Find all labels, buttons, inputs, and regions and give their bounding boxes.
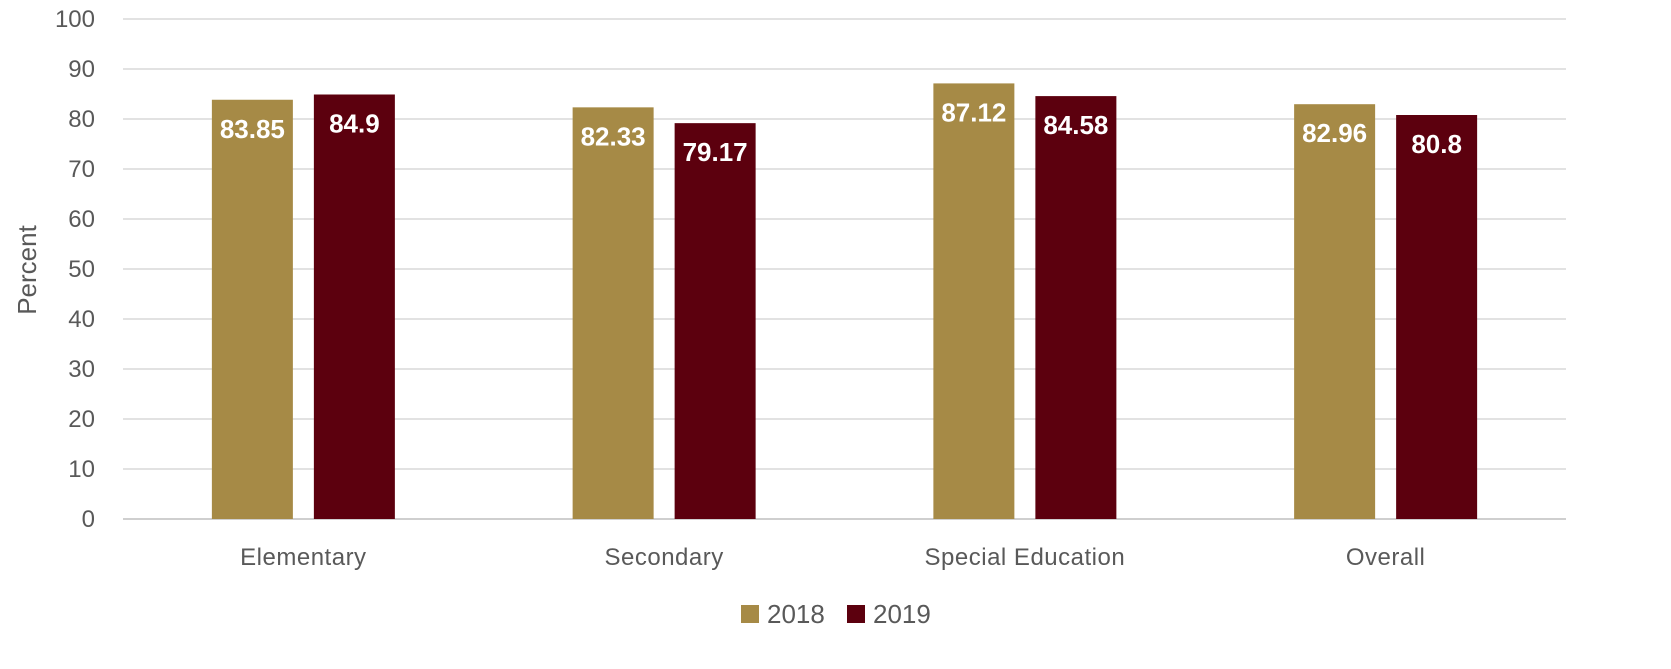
data-label: 84.58	[1043, 110, 1108, 140]
data-label: 83.85	[220, 114, 285, 144]
y-tick-label: 70	[68, 156, 95, 183]
y-axis-label: Percent	[12, 224, 42, 314]
x-category-label: Elementary	[240, 544, 366, 571]
bar-2019-special-education	[1035, 96, 1117, 519]
y-tick-label: 10	[68, 456, 95, 483]
bar-2018-elementary	[211, 99, 293, 519]
data-label: 82.33	[581, 121, 646, 151]
bars	[211, 83, 1478, 520]
legend-label: 2018	[767, 599, 825, 629]
y-tick-label: 100	[55, 6, 95, 33]
y-axis-ticks: 0 10 20 30 40 50 60 70 80 90 100	[55, 6, 95, 533]
data-label: 82.96	[1302, 118, 1367, 148]
y-tick-label: 50	[68, 256, 95, 283]
y-tick-label: 40	[68, 306, 95, 333]
data-labels: 83.85 84.9 82.33 79.17 87.12 84.58 82.96 80.8	[220, 97, 1462, 167]
legend-label: 2019	[873, 599, 931, 629]
y-tick-label: 90	[68, 56, 95, 83]
y-tick-label: 30	[68, 356, 95, 383]
data-label: 79.17	[683, 137, 748, 167]
bar-2019-secondary	[674, 123, 756, 520]
x-axis-categories: Elementary Secondary Special Education Over…	[240, 544, 1425, 571]
x-category-label: Special Education	[925, 544, 1126, 571]
x-category-label: Overall	[1346, 544, 1426, 571]
y-tick-label: 20	[68, 406, 95, 433]
x-category-label: Secondary	[605, 544, 724, 571]
data-label: 87.12	[941, 97, 1006, 127]
legend-swatch	[847, 605, 865, 623]
bar-2019-elementary	[313, 94, 395, 519]
y-tick-label: 60	[68, 206, 95, 233]
legend: 2018 2019	[741, 599, 931, 629]
bar-2019-overall	[1396, 115, 1478, 519]
bar-2018-special-education	[933, 83, 1015, 520]
bar-2018-overall	[1294, 104, 1376, 519]
legend-swatch	[741, 605, 759, 623]
y-tick-label: 0	[82, 506, 95, 533]
data-label: 80.8	[1411, 129, 1462, 159]
data-label: 84.9	[329, 109, 380, 139]
bar-2018-secondary	[572, 107, 654, 519]
y-tick-label: 80	[68, 106, 95, 133]
